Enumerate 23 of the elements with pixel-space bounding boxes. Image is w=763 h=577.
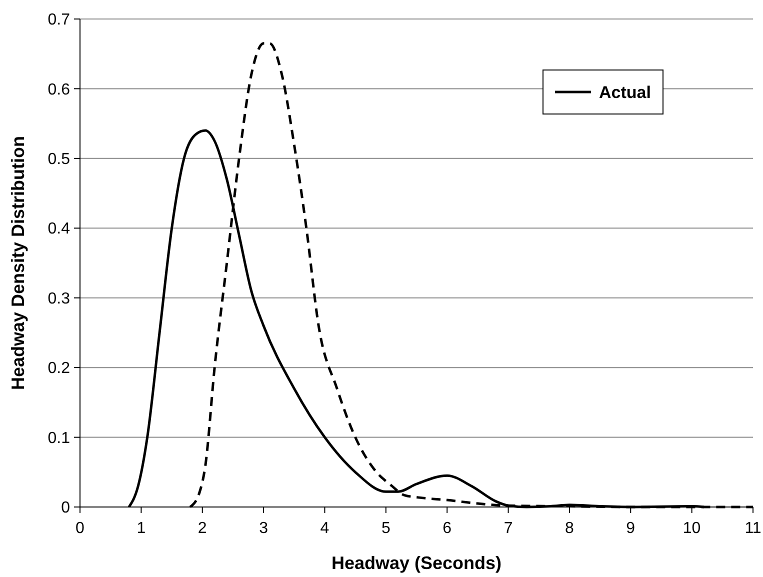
y-tick-label: 0.2	[48, 360, 70, 378]
x-tick-label: 10	[682, 520, 701, 537]
y-tick-label: 0.7	[48, 12, 70, 29]
y-tick-label: 0	[61, 500, 70, 517]
x-tick-label: 6	[442, 520, 452, 537]
x-tick-label: 0	[76, 520, 85, 537]
x-tick-label: 5	[381, 520, 390, 537]
x-tick-label: 4	[320, 520, 330, 537]
legend-label: Actual	[599, 82, 651, 102]
x-tick-label: 2	[198, 520, 207, 537]
y-tick-label: 0.3	[48, 290, 70, 308]
x-tick-label: 9	[626, 520, 636, 537]
x-tick-label: 3	[259, 520, 268, 537]
y-tick-label: 0.6	[48, 81, 70, 98]
x-tick-label: 8	[565, 520, 574, 537]
y-tick-label: 0.4	[48, 220, 70, 238]
x-tick-label: 11	[744, 520, 762, 537]
x-tick-label: 1	[136, 520, 146, 537]
y-axis-title: Headway Density Distribution	[8, 136, 28, 390]
y-tick-label: 0.5	[48, 151, 70, 168]
x-tick-label: 7	[504, 520, 513, 537]
x-axis-title: Headway (Seconds)	[331, 553, 502, 573]
y-tick-label: 0.1	[48, 430, 70, 447]
